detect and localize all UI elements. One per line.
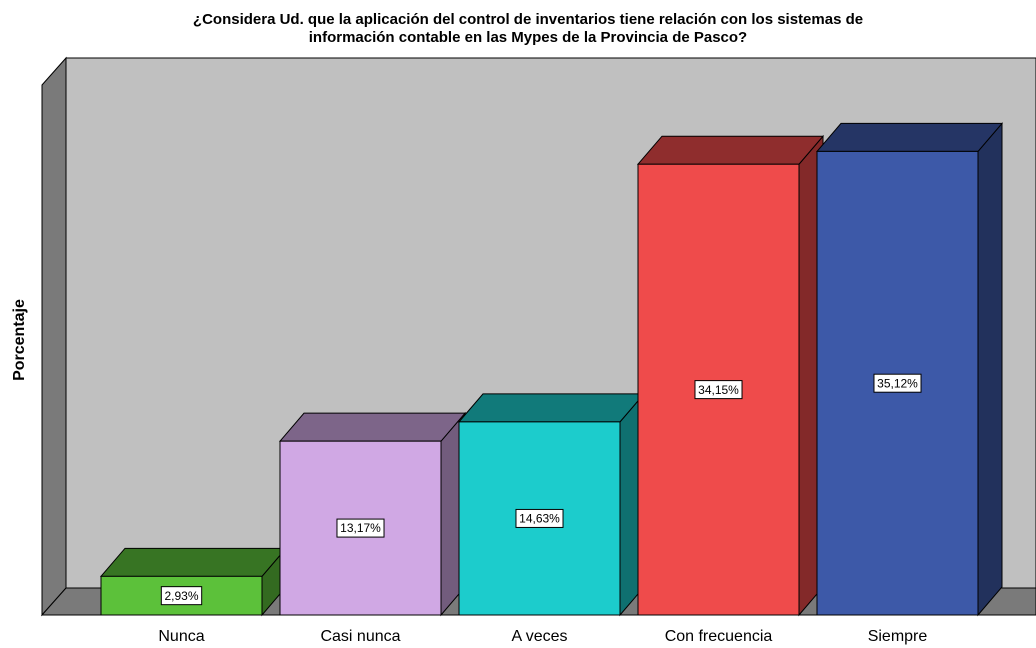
- value-label-box: [515, 508, 564, 528]
- x-tick-label: Con frecuencia: [665, 628, 773, 645]
- value-label-box: [160, 586, 203, 606]
- left-wall: [41, 56, 67, 617]
- bar-top: [278, 412, 467, 442]
- chart-title: información contable en las Mypes de la …: [309, 29, 747, 46]
- value-label-box: [336, 518, 385, 538]
- y-axis-label: Porcentaje: [11, 299, 28, 381]
- value-label: 34,15%: [698, 383, 739, 397]
- bar-top: [815, 122, 1004, 152]
- bar-top: [99, 547, 288, 577]
- x-tick-label: A veces: [511, 628, 567, 645]
- value-label: 13,17%: [340, 521, 381, 535]
- value-label-box: [694, 380, 743, 400]
- x-tick-label: Nunca: [158, 628, 204, 645]
- value-label: 35,12%: [877, 376, 918, 390]
- value-label-box: [873, 373, 922, 393]
- value-label: 14,63%: [519, 512, 560, 526]
- chart-title: ¿Considera Ud. que la aplicación del con…: [193, 11, 863, 28]
- bar-top: [457, 393, 646, 423]
- value-label: 2,93%: [164, 589, 198, 603]
- bar-side: [977, 122, 1003, 617]
- x-tick-label: Siempre: [868, 628, 928, 645]
- bar-top: [636, 135, 825, 165]
- x-tick-label: Casi nunca: [320, 628, 400, 645]
